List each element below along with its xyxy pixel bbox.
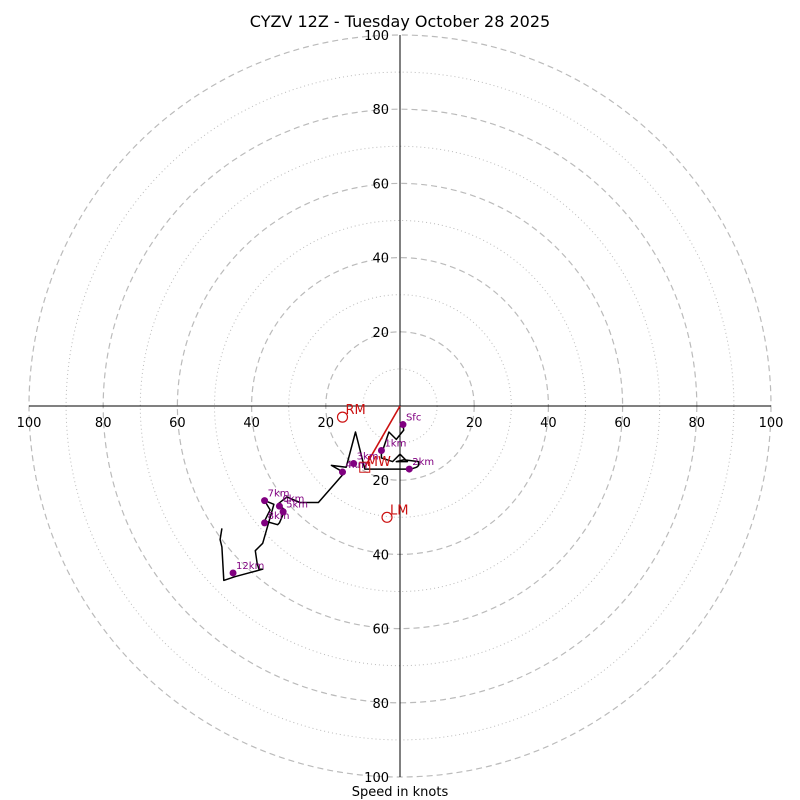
height-label-1km: 1km bbox=[384, 439, 406, 450]
height-label-7km: 7km bbox=[268, 489, 290, 500]
tick-top-40: 40 bbox=[372, 252, 389, 267]
height-label-12km: 12km bbox=[236, 561, 264, 572]
tick-bottom-20: 20 bbox=[372, 474, 389, 489]
tick-left-80: 80 bbox=[95, 416, 112, 431]
storm-motion-rm-marker bbox=[336, 411, 349, 423]
height-label-sfc: Sfc bbox=[406, 413, 421, 424]
tick-top-100: 100 bbox=[364, 29, 389, 44]
height-marker-1km bbox=[377, 447, 385, 455]
storm-motion-lm-marker bbox=[381, 511, 393, 523]
storm-motion-mw-marker bbox=[359, 461, 371, 473]
height-marker-7km bbox=[261, 497, 269, 505]
height-marker-6km bbox=[275, 502, 283, 510]
tick-bottom-40: 40 bbox=[372, 548, 389, 563]
tick-right-40: 40 bbox=[540, 416, 557, 431]
height-marker-4km bbox=[338, 468, 346, 476]
tick-left-40: 40 bbox=[243, 416, 260, 431]
storm-motion-layer: RM LM MW bbox=[336, 403, 408, 523]
tick-right-60: 60 bbox=[614, 416, 631, 431]
height-label-3km: 3km bbox=[357, 452, 379, 463]
height-label-8km: 8km bbox=[268, 511, 290, 522]
tick-top-60: 60 bbox=[372, 177, 389, 192]
storm-motion-mw-label: MW bbox=[367, 455, 391, 470]
height-label-6km: 6km bbox=[282, 494, 304, 505]
chart-title: CYZV 12Z - Tuesday October 28 2025 bbox=[250, 12, 550, 31]
height-marker-2km bbox=[405, 465, 413, 473]
height-label-4km: 4km bbox=[345, 460, 367, 471]
tick-top-20: 20 bbox=[372, 326, 389, 341]
height-marker-3km bbox=[350, 460, 358, 468]
storm-motion-lm-label: LM bbox=[390, 503, 408, 518]
tick-top-80: 80 bbox=[372, 103, 389, 118]
wind-trace bbox=[219, 424, 420, 582]
height-marker-sfc bbox=[399, 421, 407, 429]
tick-bottom-80: 80 bbox=[372, 697, 389, 712]
tick-bottom-100: 100 bbox=[364, 771, 389, 786]
height-marker-12km bbox=[229, 569, 237, 577]
wind-trace-layer bbox=[219, 405, 420, 582]
tick-left-60: 60 bbox=[169, 416, 186, 431]
tick-left-20: 20 bbox=[318, 416, 335, 431]
height-label-2km: 2km bbox=[412, 457, 434, 468]
storm-motion-rm-label: RM bbox=[345, 403, 365, 418]
tick-bottom-60: 60 bbox=[372, 623, 389, 638]
height-label-5km: 5km bbox=[286, 500, 308, 511]
tick-right-100: 100 bbox=[759, 416, 784, 431]
tick-left-100: 100 bbox=[17, 416, 42, 431]
x-axis-label: Speed in knots bbox=[352, 785, 449, 800]
shear-vector bbox=[364, 405, 401, 468]
tick-right-80: 80 bbox=[689, 416, 706, 431]
height-marker-5km bbox=[279, 508, 287, 516]
tick-labels: 100 80 60 40 20 20 40 60 80 100 20 40 60 80 100 20 40 60 8… bbox=[17, 29, 784, 786]
height-marker-8km bbox=[261, 519, 269, 527]
tick-right-20: 20 bbox=[466, 416, 483, 431]
